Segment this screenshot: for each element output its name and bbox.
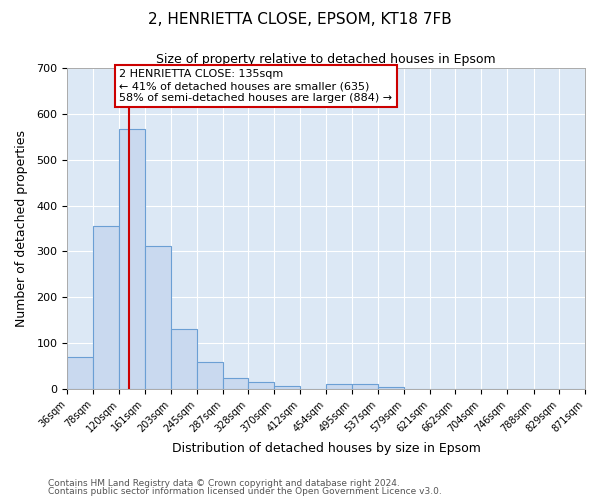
Bar bbox=[145, 246, 171, 389]
Bar bbox=[171, 329, 197, 389]
Text: 2 HENRIETTA CLOSE: 135sqm
← 41% of detached houses are smaller (635)
58% of semi: 2 HENRIETTA CLOSE: 135sqm ← 41% of detac… bbox=[119, 70, 392, 102]
Bar bbox=[197, 362, 223, 389]
Bar bbox=[352, 384, 378, 389]
Bar bbox=[119, 128, 145, 389]
Bar bbox=[248, 382, 274, 389]
Text: 2, HENRIETTA CLOSE, EPSOM, KT18 7FB: 2, HENRIETTA CLOSE, EPSOM, KT18 7FB bbox=[148, 12, 452, 28]
Y-axis label: Number of detached properties: Number of detached properties bbox=[15, 130, 28, 327]
Bar bbox=[93, 226, 119, 389]
Text: Contains public sector information licensed under the Open Government Licence v3: Contains public sector information licen… bbox=[48, 487, 442, 496]
Bar bbox=[378, 386, 404, 389]
Bar bbox=[274, 386, 301, 389]
X-axis label: Distribution of detached houses by size in Epsom: Distribution of detached houses by size … bbox=[172, 442, 481, 455]
Bar bbox=[223, 378, 248, 389]
Title: Size of property relative to detached houses in Epsom: Size of property relative to detached ho… bbox=[156, 52, 496, 66]
Text: Contains HM Land Registry data © Crown copyright and database right 2024.: Contains HM Land Registry data © Crown c… bbox=[48, 478, 400, 488]
Bar bbox=[67, 357, 93, 389]
Bar bbox=[326, 384, 352, 389]
